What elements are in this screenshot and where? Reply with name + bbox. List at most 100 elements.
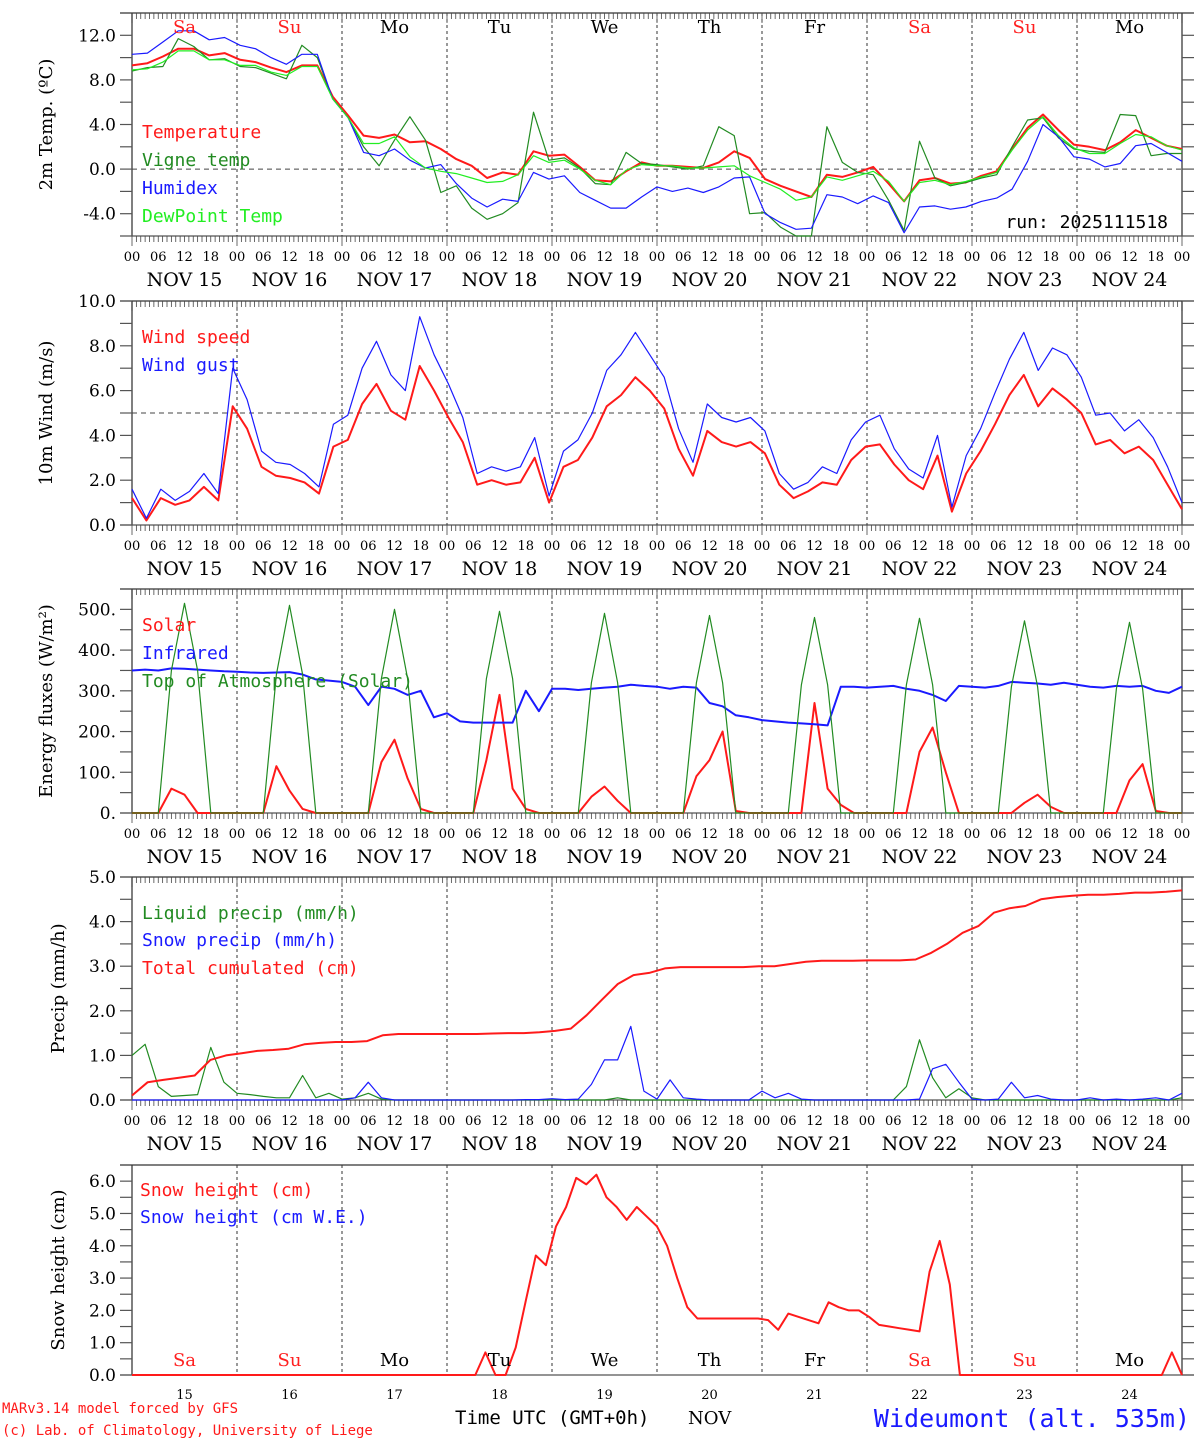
hour-tick-label: 00 [334, 539, 351, 554]
weekday-label: Mo [1115, 1350, 1144, 1371]
hour-tick-label: 06 [780, 827, 797, 842]
date-label: NOV 24 [1092, 558, 1168, 580]
hour-tick-label: 12 [596, 827, 613, 842]
y-tick-label: -4.0 [83, 205, 116, 225]
hour-tick-label: 18 [937, 827, 954, 842]
y-tick-label: 4.0 [89, 426, 116, 446]
y-tick-label: 12.0 [78, 26, 116, 46]
hour-tick-label: 00 [649, 1114, 666, 1129]
weekday-label: Mo [380, 17, 409, 38]
hour-tick-label: 12 [701, 827, 718, 842]
hour-tick-label: 06 [465, 539, 482, 554]
y-tick-label: 400. [78, 641, 116, 661]
hour-tick-label: 12 [176, 250, 193, 265]
hour-tick-label: 18 [727, 539, 744, 554]
hour-tick-label: 12 [1121, 1114, 1138, 1129]
hour-tick-label: 12 [281, 539, 298, 554]
y-tick-label: 1.0 [89, 1334, 116, 1354]
series-line-snow-height-cm- [132, 1173, 1183, 1376]
y-axis-label: Snow height (cm) [48, 1189, 69, 1350]
date-label: NOV 20 [672, 846, 748, 868]
hour-tick-label: 00 [124, 539, 141, 554]
weekday-label: Fr [804, 17, 825, 38]
hour-tick-label: 00 [1174, 827, 1191, 842]
legend-entry: Top of Atmosphere (Solar) [142, 671, 413, 692]
hour-tick-label: 18 [517, 250, 534, 265]
y-tick-label: 2.0 [89, 471, 116, 491]
hour-tick-label: 06 [570, 250, 587, 265]
date-label: NOV 23 [987, 269, 1063, 291]
hour-tick-label: 18 [412, 250, 429, 265]
credit-line-2: (c) Lab. of Climatology, University of L… [2, 1423, 373, 1439]
hour-tick-label: 12 [1016, 250, 1033, 265]
legend-entry: Snow height (cm) [140, 1180, 313, 1201]
hour-tick-label: 06 [675, 827, 692, 842]
hour-tick-label: 00 [334, 250, 351, 265]
y-tick-label: 5.0 [89, 868, 116, 888]
day-number-label: 17 [386, 1388, 403, 1403]
date-label: NOV 22 [882, 558, 958, 580]
legend-entry: Snow precip (mm/h) [142, 930, 337, 951]
hour-tick-label: 12 [491, 539, 508, 554]
date-label: NOV 15 [147, 846, 223, 868]
hour-tick-label: 12 [176, 827, 193, 842]
hour-tick-label: 00 [1069, 250, 1086, 265]
weekday-label: Tu [488, 1350, 512, 1371]
y-tick-label: 2.0 [89, 1301, 116, 1321]
y-tick-label: 8.0 [89, 71, 116, 91]
series-line-top-of-atmosphere-solar- [132, 602, 1182, 814]
weekday-label: Su [278, 1350, 302, 1371]
x-axis-month: NOV [688, 1408, 732, 1429]
hour-tick-label: 18 [202, 1114, 219, 1129]
panel-temp: 12.0 8.0 4.0 0.0 -4.0 2m Temp. (ºC) Temperatur… [36, 12, 1194, 291]
hour-tick-label: 18 [622, 539, 639, 554]
hour-tick-label: 12 [701, 250, 718, 265]
hour-tick-label: 18 [727, 827, 744, 842]
date-label: NOV 19 [567, 558, 643, 580]
date-label: NOV 18 [462, 1133, 538, 1155]
hour-tick-label: 06 [360, 539, 377, 554]
hour-tick-label: 12 [1016, 827, 1033, 842]
date-label: NOV 22 [882, 269, 958, 291]
date-label: NOV 18 [462, 846, 538, 868]
day-number-label: 18 [491, 1388, 508, 1403]
hour-tick-label: 18 [307, 250, 324, 265]
hour-tick-label: 06 [780, 250, 797, 265]
legend-entry: Wind gust [142, 355, 240, 376]
hour-tick-label: 00 [964, 250, 981, 265]
y-tick-label: 6.0 [89, 382, 116, 402]
date-label: NOV 22 [882, 846, 958, 868]
hour-tick-label: 06 [885, 250, 902, 265]
y-tick-label: 3.0 [89, 957, 116, 977]
hour-tick-label: 06 [990, 250, 1007, 265]
date-label: NOV 16 [252, 558, 328, 580]
hour-tick-label: 06 [150, 827, 167, 842]
date-label: NOV 16 [252, 846, 328, 868]
hour-tick-label: 00 [544, 250, 561, 265]
hour-tick-label: 00 [754, 827, 771, 842]
hour-tick-label: 00 [859, 1114, 876, 1129]
weekday-label: We [591, 17, 619, 38]
date-label: NOV 17 [357, 269, 433, 291]
hour-tick-label: 00 [964, 1114, 981, 1129]
hour-tick-label: 00 [649, 250, 666, 265]
legend-entry: Vigne temp [142, 150, 250, 171]
hour-tick-label: 00 [859, 827, 876, 842]
y-tick-label: 0. [100, 804, 116, 824]
hour-tick-label: 18 [307, 539, 324, 554]
date-label: NOV 16 [252, 269, 328, 291]
day-number-label: 20 [701, 1388, 718, 1403]
weekday-label: Th [698, 17, 722, 38]
hour-tick-label: 18 [517, 1114, 534, 1129]
weekday-label: Sa [173, 1350, 196, 1371]
date-label: NOV 18 [462, 269, 538, 291]
hour-tick-label: 00 [124, 827, 141, 842]
hour-tick-label: 06 [465, 1114, 482, 1129]
hour-tick-label: 18 [832, 539, 849, 554]
weekday-label: Su [1013, 1350, 1037, 1371]
hour-tick-label: 00 [334, 1114, 351, 1129]
hour-tick-label: 06 [675, 539, 692, 554]
hour-tick-label: 00 [754, 250, 771, 265]
hour-tick-label: 00 [1069, 827, 1086, 842]
hour-tick-label: 18 [1042, 539, 1059, 554]
